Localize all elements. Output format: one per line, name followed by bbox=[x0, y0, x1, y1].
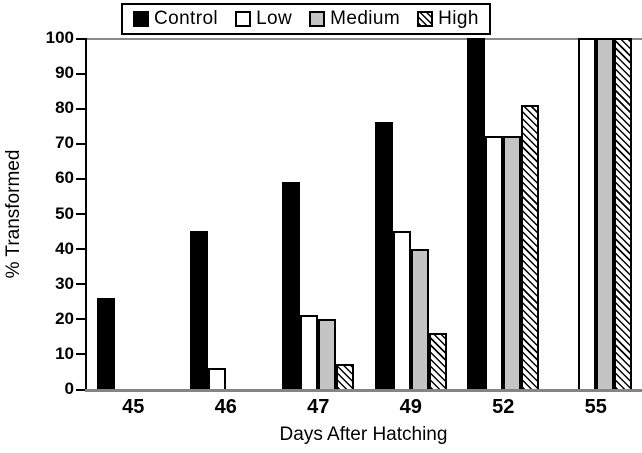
y-tick-label: 30 bbox=[55, 273, 74, 293]
y-tick-label: 80 bbox=[55, 98, 74, 118]
x-axis-line bbox=[85, 389, 642, 392]
x-tick-label-45: 45 bbox=[122, 396, 145, 418]
legend-swatch-low-icon bbox=[235, 11, 252, 27]
y-tick-mark bbox=[76, 177, 85, 180]
bar-slot-control-day-55 bbox=[560, 38, 578, 389]
bar-area bbox=[87, 38, 642, 389]
bar-slot-low-day-49 bbox=[392, 38, 411, 389]
legend-item-control: Control bbox=[133, 8, 218, 30]
y-tick-label: 40 bbox=[55, 238, 74, 258]
bar-high-day-47 bbox=[336, 364, 355, 389]
bar-slot-low-day-47 bbox=[300, 38, 319, 389]
bar-slot-low-day-46 bbox=[207, 38, 226, 389]
bar-low-day-55 bbox=[577, 38, 596, 389]
y-tick-mark bbox=[76, 213, 85, 215]
legend-item-high: High bbox=[417, 8, 479, 30]
bar-slot-low-day-55 bbox=[577, 38, 596, 389]
x-tick-labels: 45 46 47 49 52 55 bbox=[87, 396, 642, 419]
bar-control-day-52 bbox=[467, 38, 486, 389]
bar-slot-medium-day-52 bbox=[503, 38, 522, 389]
bar-slot-medium-day-46 bbox=[226, 38, 244, 389]
legend-swatch-medium-icon bbox=[309, 11, 326, 27]
bar-slot-medium-day-49 bbox=[410, 38, 429, 389]
y-tick-mark bbox=[76, 283, 85, 286]
bar-high-day-55 bbox=[613, 38, 632, 389]
bar-slot-high-day-45 bbox=[151, 38, 169, 389]
legend-swatch-high-icon bbox=[417, 11, 434, 27]
bar-slot-medium-day-55 bbox=[595, 38, 614, 389]
bar-control-day-49 bbox=[374, 122, 393, 389]
y-tick-label: 10 bbox=[55, 343, 74, 363]
bar-slot-high-day-55 bbox=[613, 38, 632, 389]
x-tick-label-52: 52 bbox=[492, 396, 515, 418]
bar-medium-day-52 bbox=[503, 136, 522, 389]
legend-label-high: High bbox=[438, 8, 479, 29]
legend-swatch-control-icon bbox=[133, 11, 149, 27]
y-tick-label: 50 bbox=[55, 203, 74, 223]
bar-slot-low-day-52 bbox=[485, 38, 504, 389]
y-tick-label: 90 bbox=[55, 63, 74, 83]
bar-medium-day-55 bbox=[595, 38, 614, 389]
bar-slot-high-day-47 bbox=[336, 38, 355, 389]
y-axis-title: % Transformed bbox=[3, 149, 24, 279]
legend-label-control: Control bbox=[154, 8, 219, 29]
y-tick-mark bbox=[76, 248, 85, 251]
bar-slot-control-day-49 bbox=[374, 38, 393, 389]
bar-slot-control-day-52 bbox=[467, 38, 486, 389]
y-tick-label: 60 bbox=[55, 168, 74, 188]
x-tick-label-49: 49 bbox=[399, 396, 422, 418]
legend-item-medium: Medium bbox=[309, 8, 400, 30]
bar-slot-low-day-45 bbox=[115, 38, 133, 389]
y-tick-mark bbox=[76, 142, 85, 145]
bar-slot-control-day-46 bbox=[189, 38, 208, 389]
legend-item-low: Low bbox=[235, 8, 292, 30]
bar-slot-medium-day-45 bbox=[133, 38, 151, 389]
bar-group-day-49 bbox=[365, 38, 458, 389]
y-tick-mark bbox=[76, 353, 85, 356]
bar-group-day-55 bbox=[550, 38, 642, 389]
legend: Control Low Medium High bbox=[121, 3, 491, 35]
bar-control-day-46 bbox=[189, 231, 208, 389]
y-tick-mark bbox=[76, 318, 85, 321]
y-tick-mark bbox=[76, 72, 85, 75]
legend-label-medium: Medium bbox=[330, 8, 401, 29]
bar-low-day-47 bbox=[300, 315, 319, 389]
bar-low-day-52 bbox=[485, 136, 504, 389]
bar-slot-medium-day-47 bbox=[318, 38, 337, 389]
plot-top-border bbox=[85, 38, 642, 40]
bar-group-day-47 bbox=[272, 38, 365, 389]
bar-control-day-45 bbox=[97, 297, 116, 389]
bar-high-day-49 bbox=[428, 332, 447, 389]
y-tick-label: 70 bbox=[55, 133, 74, 153]
y-axis-line bbox=[85, 38, 87, 391]
y-tick-label: 0 bbox=[64, 379, 74, 398]
x-tick-label-46: 46 bbox=[214, 396, 237, 418]
bar-low-day-46 bbox=[207, 367, 226, 389]
bar-low-day-49 bbox=[392, 231, 411, 389]
bar-slot-control-day-47 bbox=[282, 38, 301, 389]
y-tick-mark bbox=[76, 107, 85, 110]
bar-group-day-46 bbox=[180, 38, 273, 389]
y-tick-label: 100 bbox=[45, 28, 74, 47]
bar-slot-high-day-52 bbox=[521, 38, 540, 389]
bar-slot-control-day-45 bbox=[97, 38, 116, 389]
bar-medium-day-47 bbox=[318, 318, 337, 389]
y-tick-mark bbox=[76, 388, 85, 391]
bar-group-day-52 bbox=[457, 38, 550, 389]
y-tick-label: 20 bbox=[55, 308, 74, 328]
bar-medium-day-49 bbox=[410, 248, 429, 389]
legend-label-low: Low bbox=[256, 8, 293, 29]
bar-slot-high-day-46 bbox=[244, 38, 262, 389]
y-tick-mark bbox=[76, 37, 85, 40]
bar-group-day-45 bbox=[87, 38, 180, 389]
x-tick-label-47: 47 bbox=[307, 396, 330, 418]
bar-slot-high-day-49 bbox=[428, 38, 447, 389]
bar-high-day-52 bbox=[521, 104, 540, 389]
bar-control-day-47 bbox=[282, 181, 301, 389]
x-axis-title: Days After Hatching bbox=[279, 424, 448, 445]
x-tick-label-55: 55 bbox=[584, 396, 607, 418]
